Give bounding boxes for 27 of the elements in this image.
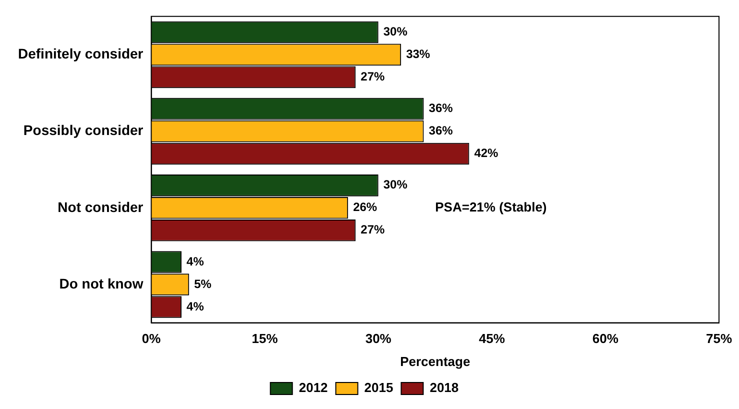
data-label: 36% <box>428 124 454 138</box>
data-label: 42% <box>474 146 499 160</box>
x-tick-label: 0% <box>142 331 162 346</box>
data-label: 27% <box>360 222 385 237</box>
x-tick-label: 45% <box>478 331 506 346</box>
data-label: 4% <box>186 299 204 314</box>
legend-label: 2015 <box>364 380 394 396</box>
x-tick-label: 75% <box>706 331 732 346</box>
data-label: 26% <box>353 200 378 214</box>
y-tick-label: Definitely consider <box>18 46 144 62</box>
x-tick-label: 30% <box>365 331 392 346</box>
data-label: 33% <box>406 47 430 62</box>
x-tick-label: 60% <box>592 331 619 346</box>
data-label: 36% <box>428 101 454 116</box>
data-label: 30% <box>383 24 408 39</box>
annotation: PSA=21% (Stable) <box>435 199 547 214</box>
legend-label: 2018 <box>430 380 459 396</box>
data-label: 30% <box>383 178 408 192</box>
y-tick-label: Possibly consider <box>23 122 144 138</box>
data-label: 4% <box>186 254 204 268</box>
y-tick-label: Not consider <box>58 198 144 215</box>
y-tick-label: Do not know <box>59 275 144 292</box>
data-label: 5% <box>194 276 212 291</box>
x-tick-label: 15% <box>252 331 278 346</box>
data-label: 27% <box>360 69 385 84</box>
legend-label: 2012 <box>298 380 328 396</box>
x-axis-title: Percentage <box>400 354 470 369</box>
